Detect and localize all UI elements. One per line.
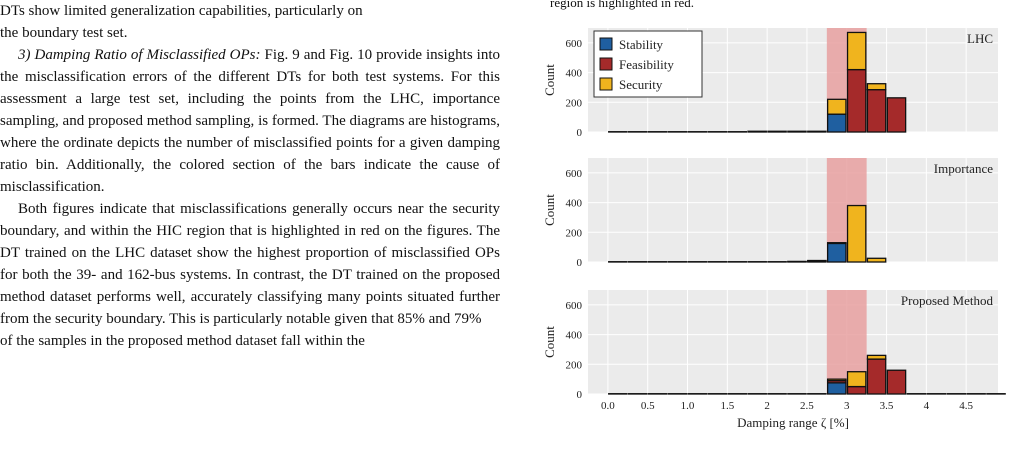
feasibility-bar bbox=[886, 369, 907, 395]
y-tick-label: 600 bbox=[566, 168, 583, 180]
panel-background bbox=[588, 290, 998, 394]
x-tick-label: 3 bbox=[844, 400, 850, 412]
stability-bar bbox=[826, 382, 847, 395]
feasibility-bar bbox=[807, 130, 827, 133]
legend-swatch bbox=[599, 57, 613, 71]
feasibility-bar bbox=[846, 385, 867, 395]
security-bar bbox=[807, 259, 827, 262]
x-tick-label: 1.5 bbox=[720, 400, 734, 412]
y-axis-label: Count bbox=[542, 194, 557, 226]
body-text-column: DTs show limited generalization capabili… bbox=[0, 0, 500, 352]
paragraph-damping: 3) Damping Ratio of Misclassified OPs: F… bbox=[0, 44, 500, 198]
y-tick-label: 200 bbox=[566, 97, 583, 109]
y-tick-label: 400 bbox=[566, 198, 583, 210]
security-bar bbox=[826, 378, 847, 382]
y-tick-label: 0 bbox=[577, 127, 583, 139]
security-bar bbox=[846, 31, 867, 71]
feasibility-bar bbox=[767, 130, 787, 133]
y-tick-label: 600 bbox=[566, 38, 583, 50]
text-line: of the samples in the proposed method da… bbox=[0, 333, 365, 349]
x-tick-label: 0.5 bbox=[641, 400, 655, 412]
y-tick-label: 0 bbox=[577, 257, 583, 269]
security-bar bbox=[826, 98, 847, 115]
security-bar bbox=[846, 371, 867, 388]
y-axis-label: Count bbox=[542, 326, 557, 358]
x-tick-label: 1.0 bbox=[681, 400, 695, 412]
y-tick-label: 0 bbox=[577, 389, 583, 401]
text-line: the boundary test set. bbox=[0, 25, 128, 41]
panel-label: Proposed Method bbox=[901, 293, 994, 308]
x-tick-label: 4 bbox=[924, 400, 930, 412]
x-tick-label: 2.5 bbox=[800, 400, 814, 412]
legend-label: Feasibility bbox=[619, 57, 674, 72]
security-bar bbox=[866, 83, 887, 91]
stability-bar bbox=[826, 242, 847, 263]
text-line: DTs show limited generalization capabili… bbox=[0, 3, 363, 19]
feasibility-bar bbox=[787, 130, 807, 133]
feasibility-bar bbox=[866, 89, 887, 133]
security-bar bbox=[866, 257, 887, 263]
x-tick-label: 3.5 bbox=[880, 400, 894, 412]
stability-bar bbox=[826, 113, 847, 133]
panel-label: LHC bbox=[967, 31, 993, 46]
legend-swatch bbox=[599, 77, 613, 91]
x-axis-label: Damping range ζ [%] bbox=[737, 415, 849, 430]
feasibility-bar bbox=[747, 130, 767, 133]
x-tick-label: 4.5 bbox=[959, 400, 973, 412]
y-tick-label: 400 bbox=[566, 330, 583, 342]
legend-label: Stability bbox=[619, 37, 664, 52]
x-tick-label: 0.0 bbox=[601, 400, 615, 412]
y-tick-label: 200 bbox=[566, 227, 583, 239]
paragraph-text: Both figures indicate that misclassifica… bbox=[0, 201, 500, 327]
y-tick-label: 600 bbox=[566, 300, 583, 312]
security-bar bbox=[846, 204, 867, 263]
histogram-figure: 0200400600CountLHCStabilityFeasibilitySe… bbox=[542, 28, 1006, 430]
figure-caption: region is highlighted in red. bbox=[550, 0, 695, 10]
subsection-heading: 3) Damping Ratio of Misclassified OPs: bbox=[18, 47, 261, 63]
panel-background bbox=[588, 158, 998, 262]
security-bar bbox=[866, 354, 887, 360]
y-tick-label: 200 bbox=[566, 359, 583, 371]
legend-label: Security bbox=[619, 77, 663, 92]
feasibility-bar bbox=[846, 68, 867, 133]
panel-label: Importance bbox=[934, 161, 993, 176]
legend-swatch bbox=[599, 37, 613, 51]
y-axis-label: Count bbox=[542, 64, 557, 96]
feasibility-bar bbox=[866, 358, 887, 395]
x-tick-label: 2 bbox=[764, 400, 770, 412]
paragraph-text: Fig. 9 and Fig. 10 provide insights into… bbox=[0, 47, 500, 195]
y-tick-label: 400 bbox=[566, 68, 583, 80]
feasibility-bar bbox=[886, 97, 907, 133]
figure: region is highlighted in red. 0 200 400 600… bbox=[520, 0, 1019, 459]
security-bar bbox=[826, 242, 847, 245]
